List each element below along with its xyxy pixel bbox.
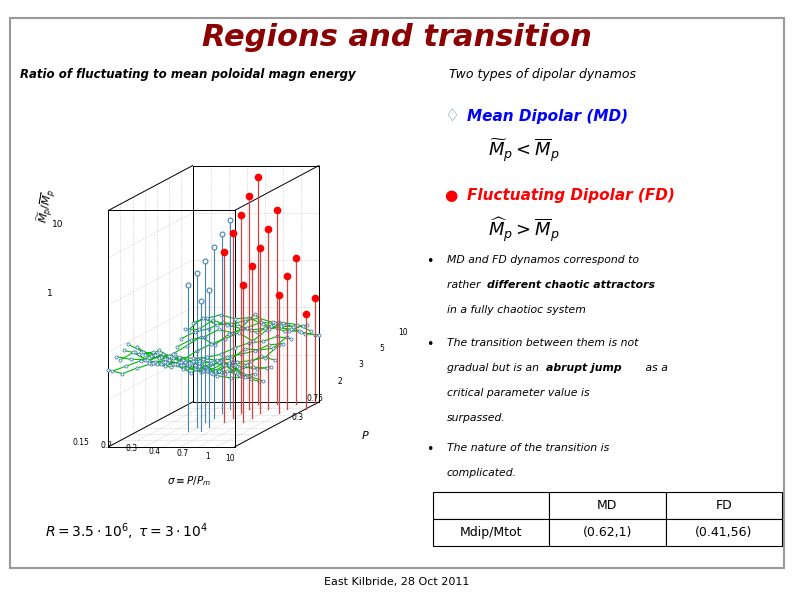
Text: $P$: $P$ <box>361 430 370 441</box>
Text: Fluctuating Dipolar (FD): Fluctuating Dipolar (FD) <box>467 187 675 203</box>
Text: as a: as a <box>642 363 669 372</box>
Text: Ratio of fluctuating to mean poloidal magn energy: Ratio of fluctuating to mean poloidal ma… <box>20 68 356 81</box>
Text: $\widehat{M}_p > \overline{M}_p$: $\widehat{M}_p > \overline{M}_p$ <box>488 215 560 243</box>
Text: 0.4: 0.4 <box>148 447 161 456</box>
Text: 10: 10 <box>399 328 408 337</box>
Text: 1: 1 <box>205 452 210 461</box>
Text: 10: 10 <box>52 220 64 228</box>
Text: Mean Dipolar (MD): Mean Dipolar (MD) <box>467 108 628 124</box>
Text: 2: 2 <box>337 377 342 386</box>
Text: $\widetilde{M}_p/\overline{M}_p$: $\widetilde{M}_p/\overline{M}_p$ <box>35 187 60 226</box>
Text: 0.2: 0.2 <box>100 441 113 450</box>
Text: 3: 3 <box>359 361 364 369</box>
Text: 0.75: 0.75 <box>306 394 323 403</box>
Text: critical parameter value is: critical parameter value is <box>447 388 589 397</box>
Text: Regions and transition: Regions and transition <box>202 23 592 52</box>
Text: MD and FD dynamos correspond to: MD and FD dynamos correspond to <box>447 255 638 265</box>
Text: 0.15: 0.15 <box>73 438 90 447</box>
Text: $\widetilde{M}_p < \overline{M}_p$: $\widetilde{M}_p < \overline{M}_p$ <box>488 136 560 164</box>
Text: The nature of the transition is: The nature of the transition is <box>447 443 609 453</box>
Text: 0.3: 0.3 <box>291 414 304 422</box>
Text: The transition between them is not: The transition between them is not <box>447 338 638 347</box>
Text: 0.3: 0.3 <box>125 444 137 453</box>
Text: gradual but is an: gradual but is an <box>447 363 542 372</box>
Text: abrupt jump: abrupt jump <box>546 363 622 372</box>
Text: rather: rather <box>447 280 484 290</box>
Text: different chaotic attractors: different chaotic attractors <box>487 280 655 290</box>
Text: 1: 1 <box>48 289 53 298</box>
Text: 5: 5 <box>380 344 384 353</box>
Text: ♢: ♢ <box>445 107 460 125</box>
Text: •: • <box>426 338 433 350</box>
Text: 0.7: 0.7 <box>176 449 188 458</box>
Text: •: • <box>426 255 433 268</box>
Text: 10: 10 <box>225 455 235 464</box>
Text: •: • <box>426 443 433 456</box>
Text: in a fully chaotioc system: in a fully chaotioc system <box>447 305 586 315</box>
Text: East Kilbride, 28 Oct 2011: East Kilbride, 28 Oct 2011 <box>324 577 470 587</box>
Text: ●: ● <box>445 187 458 203</box>
Text: Two types of dipolar dynamos: Two types of dipolar dynamos <box>449 68 636 81</box>
Text: surpassed.: surpassed. <box>447 413 506 422</box>
Text: $\sigma \equiv P/P_m$: $\sigma \equiv P/P_m$ <box>168 474 211 488</box>
Text: $R = 3.5 \cdot 10^6, \; \tau = 3 \cdot 10^4$: $R = 3.5 \cdot 10^6, \; \tau = 3 \cdot 1… <box>45 521 209 541</box>
Text: complicated.: complicated. <box>447 468 517 478</box>
